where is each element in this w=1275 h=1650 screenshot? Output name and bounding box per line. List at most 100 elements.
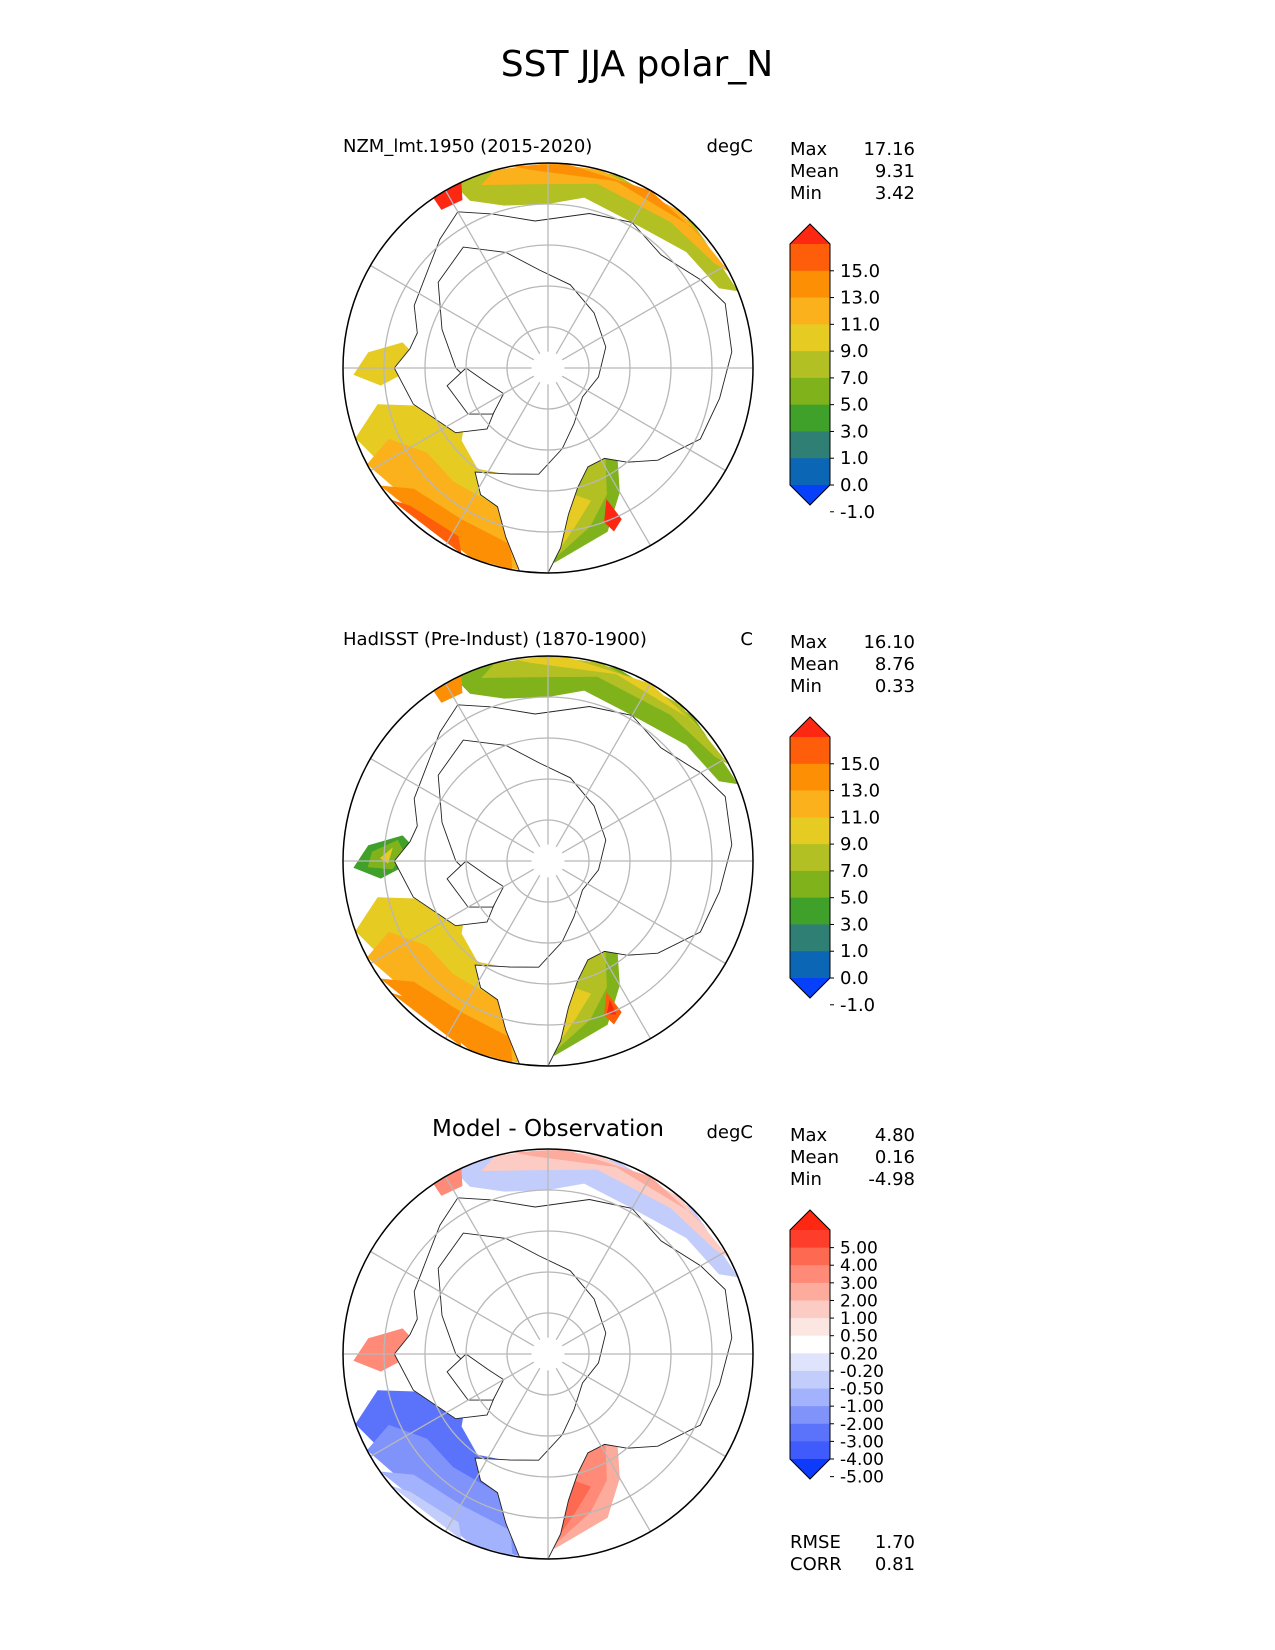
panel-title: NZM_lmt.1950 (2015-2020): [343, 136, 592, 157]
stat-label: Mean: [790, 1147, 839, 1168]
colorbar-swatch: [790, 1300, 830, 1319]
colorbar-swatch: [790, 1247, 830, 1266]
colorbar-tick-label: 3.0: [840, 421, 869, 442]
panel-title: HadISST (Pre-Indust) (1870-1900): [343, 629, 647, 650]
colorbar-tick-label: 9.0: [840, 834, 869, 855]
region-north-pacific-band: [454, 1149, 739, 1278]
region-north-atlantic-band: [391, 499, 462, 554]
colorbar-swatch: [790, 404, 830, 432]
graticule: [343, 1149, 753, 1559]
meridian-line: [444, 1367, 541, 1532]
colorbar-tick-label: 1.0: [840, 448, 869, 469]
stat-value: 9.31: [875, 161, 915, 182]
colorbar-tick-label: -4.00: [840, 1450, 884, 1470]
region-north-atlantic-band: [380, 485, 513, 570]
colorbar-swatch: [790, 817, 830, 845]
graticule: [343, 656, 753, 1066]
meridian-line: [370, 264, 535, 361]
colorbar-tick-label: 15.0: [840, 261, 880, 282]
meridian-line: [561, 868, 726, 965]
stat-label: Min: [790, 1169, 822, 1190]
colorbar-extend-bottom: [790, 978, 830, 998]
colorbar-swatch: [790, 377, 830, 406]
meridian-line: [561, 264, 726, 361]
colorbar-tick-label: 3.0: [840, 914, 869, 935]
colorbar-swatch: [790, 244, 830, 272]
colorbar-extend-top: [790, 1210, 830, 1230]
footer-stat-label: CORR: [790, 1554, 842, 1575]
meridian-line: [555, 1367, 652, 1532]
meridian-line: [444, 381, 541, 546]
region-north-atlantic-band: [391, 1485, 462, 1540]
colorbar-swatch: [790, 951, 830, 979]
figure-title: SST JJA polar_N: [501, 44, 773, 85]
meridian-line: [555, 874, 652, 1039]
stat-value: 3.42: [875, 183, 915, 204]
colorbar-tick-label: 0.0: [840, 968, 869, 989]
colorbar-extend-top: [790, 717, 830, 737]
colorbar-swatch: [790, 1318, 830, 1337]
stat-value: 0.16: [875, 1147, 915, 1168]
colorbar-swatch: [790, 1370, 830, 1390]
stat-value: 16.10: [863, 632, 915, 653]
region-hudson-bay-band: [379, 354, 393, 371]
colorbar-extend-bottom: [790, 1459, 830, 1479]
land-outline: [446, 860, 505, 908]
colorbar-tick-label: -0.20: [840, 1362, 884, 1382]
panel-units: degC: [707, 1122, 754, 1143]
stat-label: Max: [790, 1125, 828, 1146]
map-boundary: [342, 1148, 754, 1560]
colorbar-tick-label: 0.0: [840, 475, 869, 496]
meridian-line: [444, 874, 541, 1039]
region-north-pacific-band: [433, 182, 463, 210]
colorbar-tick-label: 7.0: [840, 861, 869, 882]
colorbar-tick-label: 5.0: [840, 395, 869, 416]
map-boundary: [342, 655, 754, 1067]
colorbar-tick-label: 13.0: [840, 781, 880, 802]
colorbar-swatch: [790, 1423, 830, 1442]
map-boundary: [342, 162, 754, 574]
colorbar-swatch: [790, 844, 830, 872]
region-north-atlantic-band: [380, 978, 513, 1063]
region-north-atlantic-band: [380, 1471, 513, 1556]
meridian-line: [444, 190, 541, 355]
region-north-pacific-band: [454, 163, 739, 292]
colorbar-swatch: [790, 1406, 830, 1425]
meridian-line: [561, 1250, 726, 1347]
graticule: [343, 163, 753, 573]
meridian-line: [444, 683, 541, 848]
meridian-line: [555, 683, 652, 848]
colorbar-swatch: [790, 1441, 830, 1460]
colorbar-tick-label: 15.0: [840, 754, 880, 775]
region-north-pacific-band: [433, 1168, 463, 1196]
colorbar-swatch: [790, 790, 830, 818]
meridian-line: [370, 1361, 535, 1458]
colorbar-swatch: [790, 297, 830, 325]
stat-value: -4.98: [868, 1169, 915, 1190]
meridian-line: [370, 375, 535, 472]
region-hudson-bay-band: [379, 847, 393, 864]
panel-units: degC: [707, 136, 754, 157]
colorbar-extend-top: [790, 224, 830, 244]
colorbar-tick-label: 5.0: [840, 888, 869, 909]
colorbar: 5.004.003.002.001.000.500.20-0.20-0.50-1…: [789, 1209, 884, 1488]
footer-stat-value: 0.81: [875, 1554, 915, 1575]
land-outline: [393, 211, 733, 573]
region-hudson-bay-band: [379, 1340, 393, 1357]
colorbar-tick-label: -2.00: [840, 1415, 884, 1435]
meridian-line: [370, 757, 535, 854]
colorbar-swatch: [790, 870, 830, 899]
meridian-line: [370, 868, 535, 965]
colorbar-tick-label: 9.0: [840, 341, 869, 362]
land-outline: [393, 704, 733, 1066]
colorbar-tick-label: -0.50: [840, 1380, 884, 1400]
stat-label: Mean: [790, 654, 839, 675]
stat-label: Mean: [790, 161, 839, 182]
colorbar-swatch: [790, 1335, 830, 1354]
colorbar-tick-label: 0.50: [840, 1327, 878, 1347]
colorbar-tick-label: -1.0: [840, 502, 875, 523]
meridian-line: [561, 1361, 726, 1458]
colorbar-swatch: [790, 1388, 830, 1407]
stat-value: 17.16: [863, 139, 915, 160]
